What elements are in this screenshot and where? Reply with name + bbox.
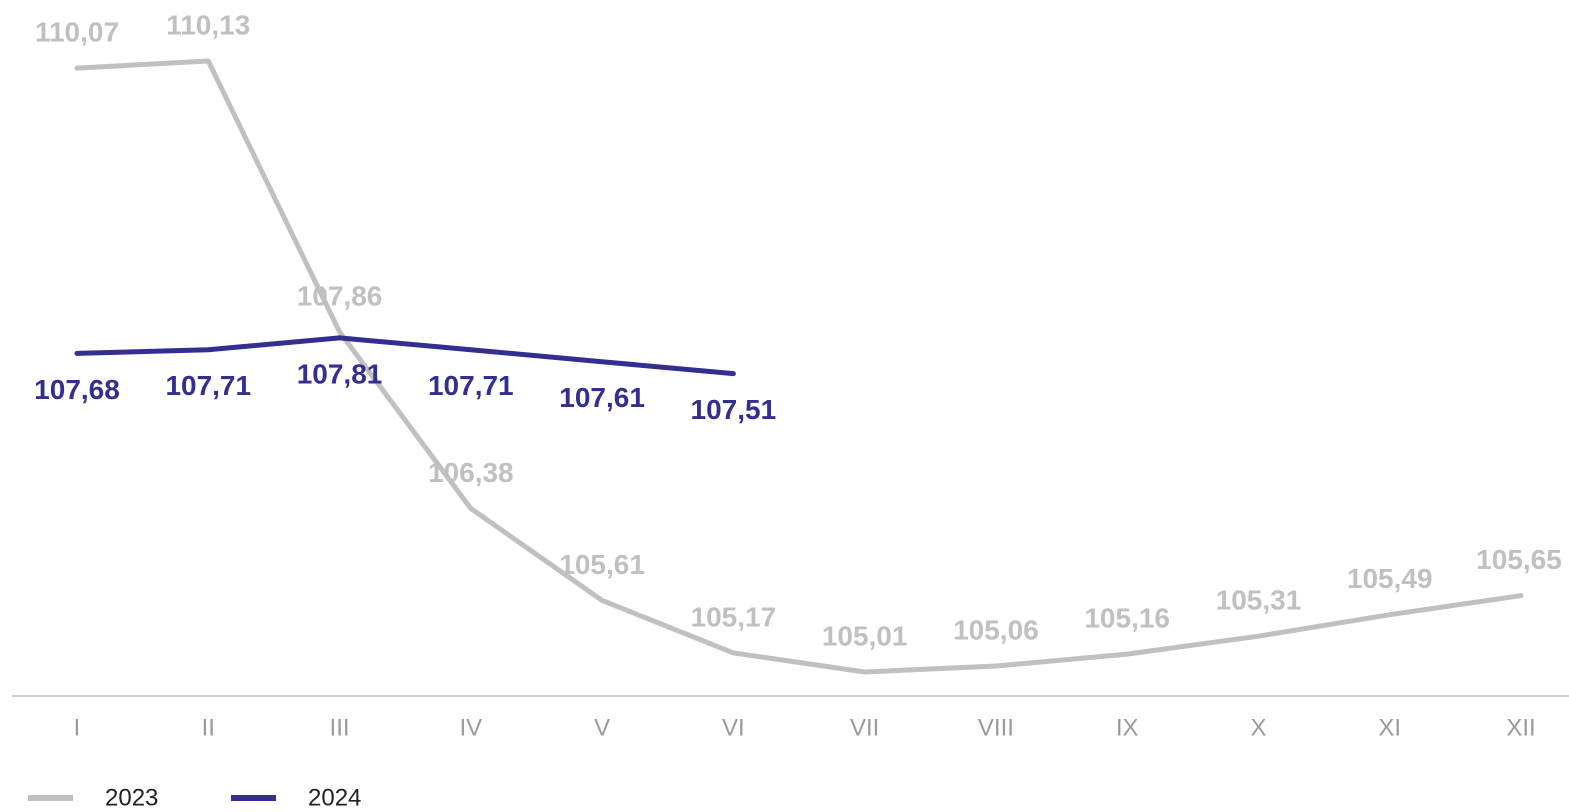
data-label: 107,71 <box>428 370 514 401</box>
data-label: 107,68 <box>34 374 120 405</box>
data-label: 105,16 <box>1084 602 1170 633</box>
series-line <box>74 58 1524 675</box>
x-tick-label: IX <box>1116 714 1139 741</box>
data-label: 107,81 <box>297 358 383 389</box>
x-tick-label: VIII <box>978 714 1014 741</box>
x-tick-label: III <box>330 714 350 741</box>
series-line <box>74 335 736 377</box>
x-tick-label: I <box>74 714 81 741</box>
x-tick-label: IV <box>459 714 482 741</box>
data-label: 105,65 <box>1476 544 1562 575</box>
data-label: 105,06 <box>953 614 1039 645</box>
x-tick-label: X <box>1250 714 1266 741</box>
data-label: 107,61 <box>559 382 645 413</box>
x-tick-label: VI <box>722 714 745 741</box>
x-tick-label: V <box>594 714 610 741</box>
data-label: 110,07 <box>35 17 119 48</box>
data-label: 105,31 <box>1216 585 1302 616</box>
x-tick-label: XI <box>1378 714 1401 741</box>
x-tick-label: VII <box>850 714 879 741</box>
data-label: 107,86 <box>297 280 383 311</box>
legend-label: 2023 <box>105 784 158 811</box>
data-label: 107,71 <box>165 370 251 401</box>
data-label: 105,17 <box>691 601 777 632</box>
x-tick-label: II <box>202 714 215 741</box>
data-label: 110,13 <box>166 9 250 40</box>
data-label: 105,61 <box>559 549 645 580</box>
x-tick-label: XII <box>1506 714 1535 741</box>
data-label: 106,38 <box>428 457 514 488</box>
legend-label: 2024 <box>308 784 361 811</box>
data-label: 105,49 <box>1347 563 1433 594</box>
data-label: 107,51 <box>691 394 777 425</box>
data-label: 105,01 <box>822 620 908 651</box>
